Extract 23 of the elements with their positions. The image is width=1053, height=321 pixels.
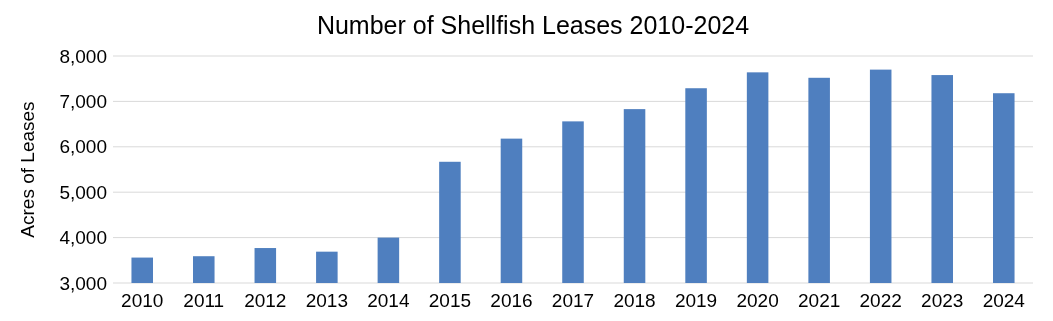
x-tick-label: 2014: [367, 290, 410, 311]
x-tick-label: 2017: [551, 290, 595, 311]
x-tick-label: 2010: [121, 290, 164, 311]
y-tick-label: 4,000: [59, 227, 107, 249]
chart-title: Number of Shellfish Leases 2010-2024: [316, 11, 750, 39]
x-tick-label: 2016: [490, 290, 533, 311]
x-tick-label: 2015: [428, 290, 472, 311]
x-tick-label: 2013: [305, 290, 348, 311]
x-tick-label: 2021: [798, 290, 841, 311]
y-tick-label: 3,000: [59, 272, 107, 294]
y-axis-title: Acres of Leases: [17, 101, 38, 238]
x-tick-label: 2023: [921, 290, 964, 311]
y-tick-label: 7,000: [59, 91, 107, 113]
x-tick-label: 2020: [736, 290, 779, 311]
y-tick-label: 6,000: [59, 136, 107, 158]
x-tick-label: 2019: [674, 290, 718, 311]
x-tick-label: 2011: [183, 290, 225, 311]
y-tick-label: 5,000: [59, 181, 107, 203]
x-tick-label: 2024: [982, 290, 1026, 311]
y-tick-label: 8,000: [59, 45, 107, 67]
x-tick-label: 2022: [859, 290, 902, 311]
x-tick-label: 2018: [613, 290, 656, 311]
x-tick-label: 2012: [244, 290, 287, 311]
